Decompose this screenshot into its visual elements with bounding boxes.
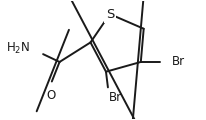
Text: H$_2$N: H$_2$N bbox=[6, 41, 30, 56]
Text: Br: Br bbox=[108, 91, 121, 104]
Text: S: S bbox=[105, 8, 114, 21]
Text: O: O bbox=[46, 89, 55, 102]
Text: Br: Br bbox=[171, 55, 184, 68]
